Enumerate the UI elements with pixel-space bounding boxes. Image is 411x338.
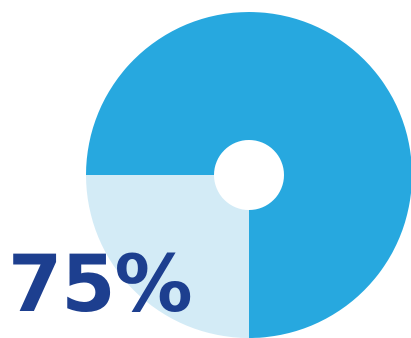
donut-slice-0: [86, 12, 411, 338]
percentage-label: 75%: [8, 240, 193, 330]
donut-slice-1: [86, 175, 249, 338]
